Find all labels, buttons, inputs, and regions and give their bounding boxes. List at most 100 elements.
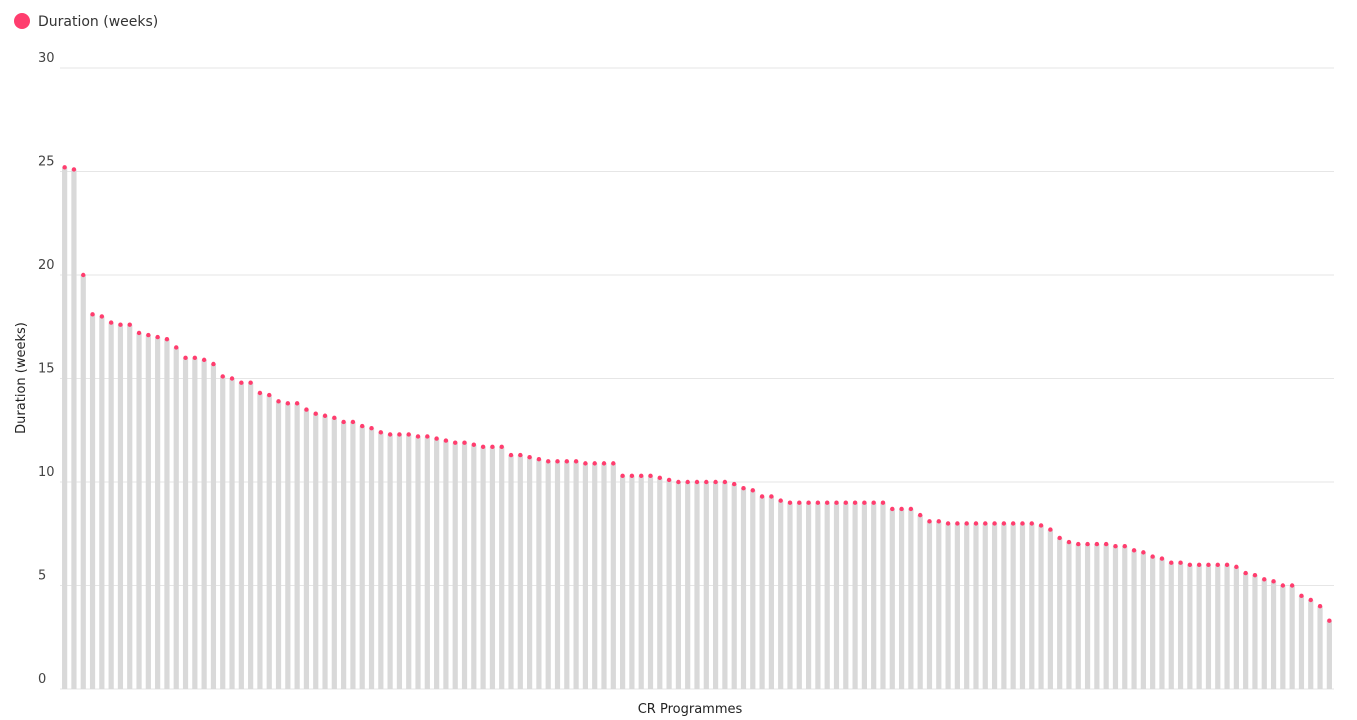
bar bbox=[434, 438, 440, 689]
bar bbox=[889, 508, 895, 689]
bar-dot bbox=[1252, 572, 1258, 578]
bar-dot bbox=[657, 475, 663, 481]
bar bbox=[1131, 550, 1137, 689]
bar bbox=[610, 463, 616, 689]
bar bbox=[229, 378, 235, 689]
bar bbox=[1057, 537, 1063, 689]
bar-dot bbox=[99, 314, 105, 319]
bar bbox=[629, 475, 635, 689]
bar bbox=[1084, 544, 1091, 689]
bar bbox=[471, 444, 477, 689]
y-axis-title: Duration (weeks) bbox=[14, 322, 29, 434]
bar-dot bbox=[676, 479, 681, 485]
bar bbox=[1177, 562, 1184, 689]
bar bbox=[1047, 529, 1053, 689]
bar-dot bbox=[843, 500, 848, 505]
bar bbox=[1308, 599, 1314, 689]
bar bbox=[127, 324, 133, 689]
bar bbox=[759, 496, 765, 689]
bar-dot bbox=[806, 500, 811, 505]
bar bbox=[694, 482, 700, 689]
x-axis-title: CR Programmes bbox=[638, 702, 743, 717]
bar bbox=[62, 167, 68, 690]
bar bbox=[368, 428, 375, 689]
bar-dot bbox=[1262, 577, 1267, 582]
bar-dot bbox=[164, 336, 170, 342]
bar bbox=[601, 463, 607, 689]
bar-dot bbox=[945, 521, 951, 526]
bar-dot bbox=[871, 500, 876, 505]
bar-dot bbox=[1066, 539, 1072, 545]
bar bbox=[1233, 566, 1239, 689]
bar-dot bbox=[1271, 579, 1276, 584]
bar bbox=[1280, 585, 1286, 689]
bar bbox=[359, 426, 365, 689]
bar bbox=[396, 434, 403, 689]
bar bbox=[964, 523, 970, 689]
bar bbox=[1075, 544, 1081, 689]
bar bbox=[71, 169, 77, 689]
bar-dot bbox=[499, 444, 504, 450]
bar-dot bbox=[973, 521, 979, 526]
bar-dot bbox=[1308, 597, 1313, 603]
bar bbox=[424, 436, 430, 689]
bar bbox=[936, 521, 942, 689]
bar-dot bbox=[713, 479, 718, 485]
bar-dot bbox=[899, 506, 904, 512]
bar-dot bbox=[508, 452, 514, 458]
bar-dot bbox=[350, 419, 356, 425]
bar-dot bbox=[964, 521, 969, 526]
bar bbox=[1196, 564, 1202, 689]
bar-dot bbox=[229, 376, 235, 381]
bar bbox=[294, 403, 300, 689]
bar bbox=[824, 502, 830, 689]
bar bbox=[554, 461, 561, 689]
y-tick-label: 0 bbox=[38, 672, 46, 687]
bar-dot bbox=[1103, 541, 1109, 547]
bar bbox=[638, 475, 644, 689]
bar bbox=[1001, 523, 1007, 689]
bar-dot bbox=[1178, 560, 1183, 565]
bar bbox=[926, 521, 933, 689]
bar bbox=[378, 432, 384, 689]
bar-dot bbox=[546, 459, 551, 464]
bar-dot bbox=[852, 500, 858, 505]
bar bbox=[843, 502, 849, 689]
bar-dot bbox=[908, 506, 914, 512]
bar-dot bbox=[127, 322, 132, 327]
bar bbox=[536, 459, 542, 689]
bar-dot bbox=[1113, 543, 1118, 549]
bar-dot bbox=[527, 454, 532, 460]
bar bbox=[620, 475, 626, 689]
bar bbox=[387, 434, 393, 689]
bar-dot bbox=[406, 432, 411, 437]
bar-dot bbox=[155, 334, 160, 340]
bar-dot bbox=[434, 436, 439, 441]
bar-dot bbox=[108, 320, 114, 325]
bar bbox=[415, 436, 421, 689]
bar bbox=[155, 337, 161, 689]
bar bbox=[898, 508, 905, 689]
bar-dot bbox=[917, 512, 923, 518]
bar-dot bbox=[480, 444, 486, 450]
bar bbox=[657, 477, 663, 689]
bar bbox=[740, 488, 747, 689]
bar bbox=[592, 463, 598, 689]
bar-dot bbox=[1243, 570, 1248, 576]
bar bbox=[108, 322, 114, 689]
bar-dot bbox=[731, 481, 737, 487]
bar-dot bbox=[1187, 562, 1193, 567]
bar-dot bbox=[360, 423, 365, 429]
bar bbox=[1252, 575, 1258, 689]
bar-dot bbox=[573, 459, 579, 464]
bar-dot bbox=[267, 392, 272, 398]
bar-dot bbox=[1224, 562, 1230, 567]
bar bbox=[787, 502, 793, 689]
bar bbox=[1019, 523, 1026, 689]
bar-dot bbox=[1196, 562, 1202, 567]
bar bbox=[173, 347, 179, 689]
legend-label[interactable]: Duration (weeks) bbox=[38, 14, 158, 30]
y-tick-label: 5 bbox=[38, 569, 46, 584]
bar-dot bbox=[248, 380, 253, 385]
